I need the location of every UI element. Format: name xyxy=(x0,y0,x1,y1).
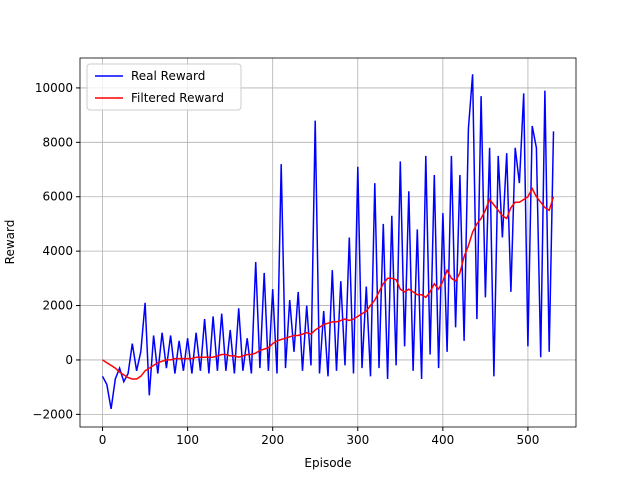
y-tick-label: 2000 xyxy=(42,299,73,313)
data-line xyxy=(102,186,555,380)
axes-frame xyxy=(79,57,577,428)
x-tick-label: 0 xyxy=(99,433,107,447)
legend-box xyxy=(86,63,242,111)
y-tick-label: 4000 xyxy=(42,244,73,258)
legend-label: Filtered Reward xyxy=(131,91,224,105)
x-axis-label: Episode xyxy=(304,456,351,470)
y-tick-label: 8000 xyxy=(42,135,73,149)
legend-label: Real Reward xyxy=(131,69,205,83)
data-line xyxy=(101,74,555,410)
x-tick-label: 400 xyxy=(431,433,454,447)
y-tick-label: 0 xyxy=(65,353,73,367)
y-tick-label: −2000 xyxy=(32,407,73,421)
x-tick-label: 100 xyxy=(176,433,199,447)
y-axis-label: Reward xyxy=(3,220,17,265)
x-tick-label: 200 xyxy=(261,433,284,447)
y-tick-label: 10000 xyxy=(35,81,73,95)
y-tick-label: 6000 xyxy=(42,190,73,204)
x-tick-label: 300 xyxy=(346,433,369,447)
x-tick-label: 500 xyxy=(516,433,539,447)
